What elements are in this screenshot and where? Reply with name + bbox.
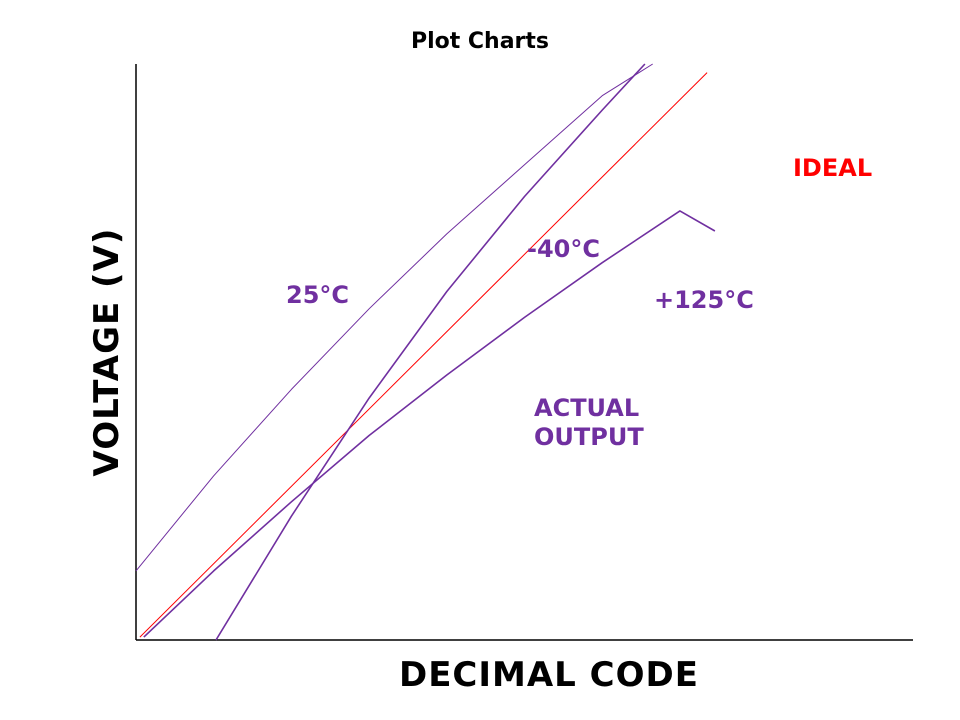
- annotation-actual: ACTUAL: [534, 394, 639, 422]
- series-line-40c: [215, 63, 646, 641]
- annotation-plus125c: +125°C: [654, 286, 754, 314]
- annotation-minus40c: -40°C: [527, 235, 600, 263]
- annotation-ideal: IDEAL: [793, 154, 872, 182]
- series-line-ideal: [139, 72, 708, 638]
- y-axis-label: VOLTAGE (V): [87, 228, 127, 477]
- annotation-25c: 25°C: [286, 281, 349, 309]
- series-line-125c: [143, 210, 716, 638]
- series-layer: [135, 63, 716, 641]
- chart-title: Plot Charts: [411, 29, 549, 54]
- x-axis-label: DECIMAL CODE: [399, 655, 699, 695]
- annotation-output: OUTPUT: [534, 423, 644, 451]
- series-line-25c: [135, 63, 653, 572]
